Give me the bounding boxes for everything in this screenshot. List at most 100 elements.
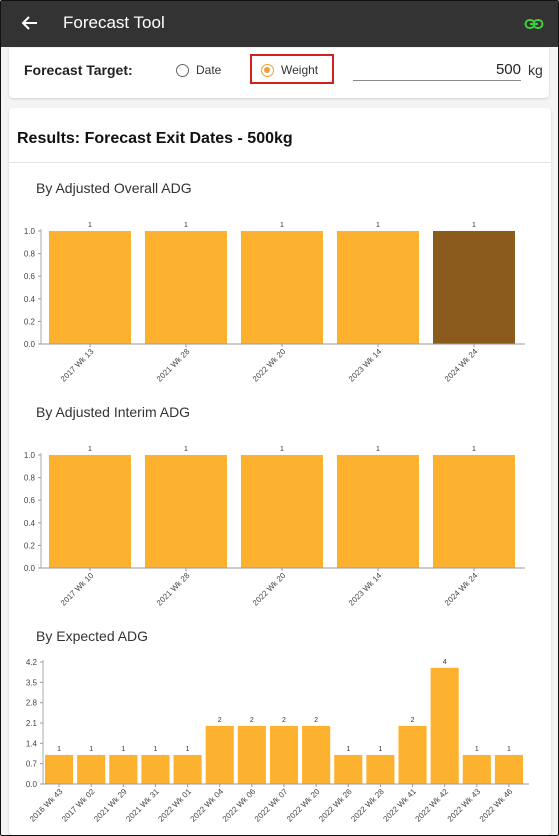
data-label: 1	[376, 222, 380, 229]
y-tick-label: 0.7	[26, 760, 38, 769]
page-title: Forecast Tool	[63, 13, 165, 32]
chart-adjusted-interim-adg: 0.0 0.2 0.4 0.6 0.8 1.0 1 2017 Wk 10 1 2021 Wk 28…	[24, 446, 525, 608]
y-tick-label: 0.2	[24, 541, 36, 550]
x-tick-label: 2022 Wk 41	[381, 787, 418, 824]
x-tick-label: 2024 Wk 24	[443, 347, 480, 384]
y-tick-label: 0.4	[24, 295, 36, 304]
radio-unselected-icon	[176, 63, 189, 77]
forecast-target-card: Forecast Target: Date Weight kg	[9, 48, 549, 98]
x-tick-label: 2022 Wk 28	[349, 787, 386, 824]
chart-bar	[433, 455, 515, 568]
divider	[9, 162, 551, 163]
data-label: 1	[376, 446, 380, 453]
y-tick-label: 2.8	[26, 699, 38, 708]
x-tick-label: 2022 Wk 06	[221, 787, 258, 824]
chart-bar	[433, 231, 515, 344]
x-tick-label: 2022 Wk 20	[251, 347, 288, 384]
x-tick-label: 2022 Wk 46	[478, 787, 515, 824]
chart-bar	[430, 667, 459, 784]
x-tick-label: 2017 Wk 13	[59, 347, 96, 384]
chart-bar	[398, 725, 427, 784]
chart-bar	[334, 754, 363, 784]
x-tick-label: 2021 Wk 29	[92, 787, 129, 824]
link-icon[interactable]	[524, 14, 544, 34]
data-label: 1	[280, 446, 284, 453]
chart-bar	[49, 455, 131, 568]
chart-bar	[366, 754, 395, 784]
chart-bar	[145, 231, 227, 344]
data-label: 2	[250, 717, 254, 724]
data-label: 1	[184, 446, 188, 453]
x-tick-label: 2022 Wk 01	[156, 787, 193, 824]
chart-bar	[241, 231, 323, 344]
y-tick-label: 0.4	[24, 519, 36, 528]
y-tick-label: 1.0	[24, 227, 36, 236]
chart-bar	[337, 455, 419, 568]
y-tick-label: 0.6	[24, 272, 36, 281]
x-tick-label: 2022 Wk 42	[414, 787, 451, 824]
x-tick-label: 2022 Wk 07	[253, 787, 290, 824]
results-title: Results: Forecast Exit Dates - 500kg	[17, 130, 293, 147]
radio-weight[interactable]: Weight	[261, 60, 318, 80]
x-tick-label: 2017 Wk 02	[60, 787, 97, 824]
chart-bar	[77, 754, 106, 784]
chart-bar	[109, 754, 138, 784]
data-label: 1	[472, 222, 476, 229]
data-label: 1	[475, 746, 479, 753]
x-tick-label: 2022 Wk 26	[317, 787, 354, 824]
data-label: 1	[280, 222, 284, 229]
data-label: 2	[218, 717, 222, 724]
chart-bar	[241, 455, 323, 568]
x-tick-label: 2024 Wk 24	[443, 571, 480, 608]
chart-title-interim: By Adjusted Interim ADG	[36, 404, 191, 420]
y-tick-label: 0.8	[24, 250, 36, 259]
chart-bar	[462, 754, 491, 784]
chart-bar	[205, 725, 234, 784]
chart-bar	[49, 231, 131, 344]
y-tick-label: 1.4	[26, 739, 38, 748]
chart-bar	[145, 455, 227, 568]
data-label: 1	[186, 746, 190, 753]
y-tick-label: 0.0	[24, 564, 36, 573]
y-tick-label: 4.2	[26, 658, 38, 667]
target-weight-input[interactable]	[353, 58, 521, 81]
highlight-box	[250, 54, 334, 84]
chart-bar	[494, 754, 523, 784]
radio-selected-icon	[261, 63, 274, 77]
data-label: 1	[378, 746, 382, 753]
x-tick-label: 2022 Wk 43	[446, 787, 483, 824]
x-tick-label: 2021 Wk 28	[155, 347, 192, 384]
chart-bar	[302, 725, 331, 784]
data-label: 1	[57, 746, 61, 753]
radio-weight-label: Weight	[281, 63, 319, 77]
y-tick-label: 2.1	[26, 719, 38, 728]
app-bar: Forecast Tool	[1, 1, 558, 47]
data-label: 1	[89, 746, 93, 753]
chart-title-expected: By Expected ADG	[36, 628, 149, 644]
data-label: 1	[507, 746, 511, 753]
data-label: 1	[88, 446, 92, 453]
chart-bar	[45, 754, 74, 784]
y-tick-label: 1.0	[24, 451, 36, 460]
chart-expected-adg: 0.0 0.7 1.4 2.1 2.8 3.5 4.2 1 2016 Wk 43 1 2017 Wk…	[26, 658, 529, 824]
data-label: 1	[472, 446, 476, 453]
weight-unit: kg	[528, 62, 543, 78]
y-tick-label: 3.5	[26, 678, 38, 687]
x-tick-label: 2023 Wk 14	[347, 571, 384, 608]
data-label: 2	[282, 717, 286, 724]
back-arrow-icon[interactable]	[19, 12, 41, 34]
chart-bar	[337, 231, 419, 344]
results-card: Results: Forecast Exit Dates - 500kg By …	[9, 108, 551, 835]
data-label: 1	[121, 746, 125, 753]
radio-date[interactable]: Date	[176, 60, 221, 80]
x-tick-label: 2022 Wk 20	[251, 571, 288, 608]
data-label: 1	[154, 746, 158, 753]
data-label: 1	[184, 222, 188, 229]
chart-bar	[173, 754, 202, 784]
y-tick-label: 0.2	[24, 317, 36, 326]
chart-adjusted-overall-adg: 0.0 0.2 0.4 0.6 0.8 1.0 1 2017 Wk 13 1 2021 Wk 28…	[24, 222, 525, 384]
x-tick-label: 2022 Wk 04	[189, 787, 226, 824]
data-label: 1	[88, 222, 92, 229]
y-tick-label: 0.8	[24, 474, 36, 483]
